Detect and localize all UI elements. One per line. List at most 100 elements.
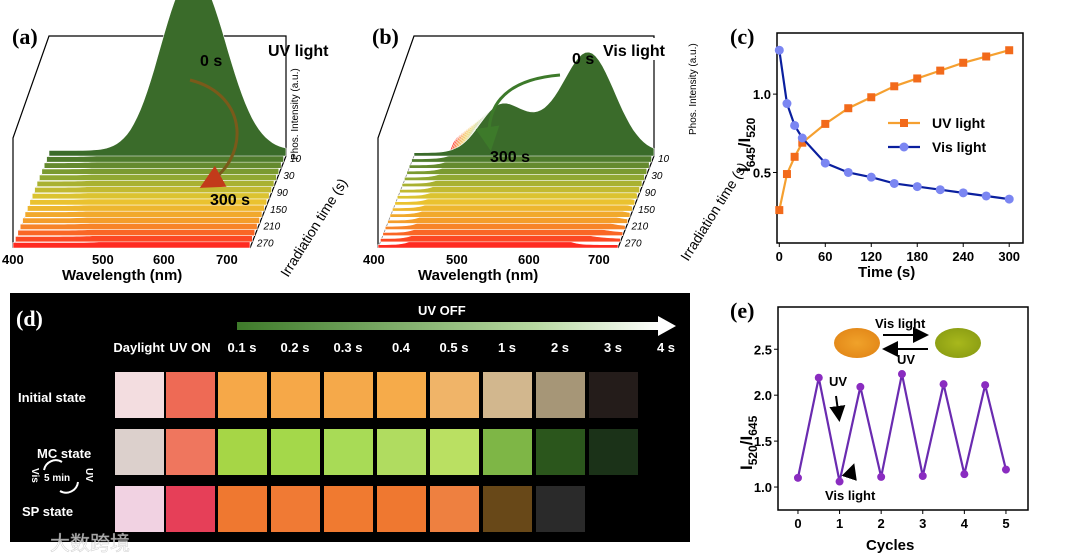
x-tick: 500: [446, 252, 468, 267]
data-point: [835, 477, 844, 486]
chart-e: 0 1 2 3 4 5 1.0 1.5 2.0 2.5: [754, 342, 1010, 531]
y-tick-label: 1.5: [754, 434, 772, 449]
x-tick-label: 1: [836, 516, 843, 531]
panel-e: (e) Vis light UV 0 1 2 3 4 5 1.0 1.5 2.0 2.5 UV V…: [730, 298, 1029, 554]
data-point: [797, 133, 807, 143]
y-axis-label-a: Phos. Intensity (a.u.): [290, 68, 301, 160]
x-axis-label-c: Time (s): [858, 264, 915, 281]
sample-photo: [218, 486, 267, 532]
arrow-down-icon: [829, 395, 846, 422]
y-axis-label-e: I520/I645: [737, 415, 760, 470]
sample-photo: [115, 429, 164, 475]
chart-c: 0 60 120 180 240 300 0.5 1.0 UV light Vis light: [753, 45, 1020, 264]
z-tick: 90: [645, 188, 657, 199]
inset-uv-label: UV: [897, 352, 915, 367]
sample-photo: [377, 429, 426, 475]
data-point: [959, 58, 968, 67]
sample-photo: [483, 372, 532, 418]
data-point: [897, 370, 906, 379]
cycle-icon: 5 min Vis UV: [29, 459, 94, 494]
data-point: [913, 74, 922, 83]
z-tick: 150: [638, 205, 655, 216]
data-point: [867, 93, 876, 102]
panel-a: (a) UV light 0 s 300 s 400 500 600 700 W…: [2, 0, 350, 284]
x-tick-label: 3: [919, 516, 926, 531]
axis-box: [377, 35, 655, 249]
curved-arrow-icon: [189, 78, 239, 188]
column-label: 0.2 s: [281, 340, 310, 355]
y-tick-label: 2.0: [754, 388, 772, 403]
panel-label-d: (d): [16, 306, 43, 331]
column-label: 0.4: [392, 340, 411, 355]
photo-grid: Daylight UV ON 0.1 s 0.2 s 0.3 s 0.4 0.5 s 1 s 2…: [18, 340, 675, 532]
waterfall-a: [12, 0, 287, 249]
data-point: [960, 470, 969, 479]
row-label: SP state: [22, 504, 73, 519]
data-point: [982, 52, 991, 61]
sample-photo: [324, 372, 373, 418]
uv-off-label: UV OFF: [418, 303, 466, 318]
sample-photo: [166, 486, 215, 532]
sample-photo: [536, 372, 585, 418]
column-label: 0.3 s: [334, 340, 363, 355]
sample-photo: [377, 486, 426, 532]
data-point: [775, 206, 784, 215]
svg-text:UV: UV: [83, 468, 94, 482]
x-tick-label: 0: [776, 249, 783, 264]
sample-photo: [430, 486, 479, 532]
data-point: [981, 191, 991, 201]
data-point: [856, 382, 865, 391]
z-tick: 150: [270, 205, 287, 216]
panel-label-e: (e): [730, 298, 754, 323]
svg-text:Vis: Vis: [29, 468, 40, 483]
data-point: [790, 152, 799, 161]
column-label: 0.5 s: [440, 340, 469, 355]
z-tick: 270: [256, 239, 274, 250]
x-tick-label: 60: [818, 249, 832, 264]
x-tick-label: 2: [878, 516, 885, 531]
z-tick: 210: [631, 222, 649, 233]
data-point: [782, 170, 791, 179]
svg-text:5 min: 5 min: [44, 473, 70, 484]
column-label: 1 s: [498, 340, 516, 355]
light-label-b: Vis light: [603, 43, 666, 60]
data-point: [866, 172, 876, 182]
x-tick-label: 4: [961, 516, 969, 531]
data-point: [844, 104, 853, 113]
data-point: [843, 167, 853, 177]
x-tick-label: 120: [860, 249, 882, 264]
sample-photo: [218, 429, 267, 475]
z-axis-label-a: Irradiation time (s): [277, 175, 350, 279]
vis-annotation: Vis light: [825, 488, 876, 503]
data-point: [958, 188, 968, 198]
sample-photo: [166, 429, 215, 475]
series-line-0: [796, 373, 1008, 482]
z-tick: 90: [277, 188, 289, 199]
column-label: 2 s: [551, 340, 569, 355]
spectrum-curve: [48, 0, 287, 157]
sample-photo: [271, 372, 320, 418]
sample-photo: [324, 429, 373, 475]
uv-annotation: UV: [829, 374, 847, 389]
data-point: [782, 99, 792, 109]
data-point: [1001, 465, 1010, 474]
mc-state-dot: [935, 328, 981, 358]
sample-photo: [536, 429, 585, 475]
x-axis-label-e: Cycles: [866, 537, 914, 554]
arrow-head-icon: [658, 316, 676, 336]
data-point: [793, 473, 802, 482]
data-point: [814, 373, 823, 382]
z-tick: 10: [658, 154, 670, 165]
end-label-a: 300 s: [210, 192, 250, 209]
z-ticks-b: 10 30 90 150 210 270: [624, 154, 670, 250]
curved-arrow-icon: [475, 73, 561, 151]
x-tick: 600: [153, 252, 175, 267]
panel-c: (c) 0 60 120 180 240 300 0.5 1.0 UV light Vis lig…: [730, 24, 1024, 281]
sample-photo: [271, 486, 320, 532]
data-point: [935, 185, 945, 195]
panel-b: (b) Vis light 0 s 300 s 400 500 600 700 …: [363, 24, 750, 284]
data-point: [774, 45, 784, 55]
panel-label-a: (a): [12, 24, 38, 49]
panel-label-b: (b): [372, 24, 399, 49]
x-tick: 500: [92, 252, 114, 267]
